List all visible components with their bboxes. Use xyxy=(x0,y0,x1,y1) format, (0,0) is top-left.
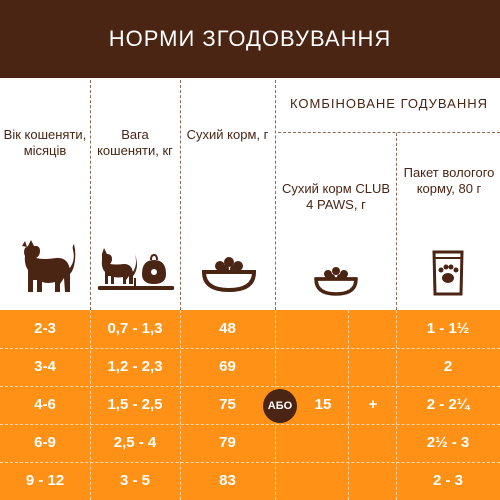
age-cell: 4-6 xyxy=(34,396,56,413)
age-cell: 3-4 xyxy=(34,358,56,375)
dry-food-cell: 79 xyxy=(219,434,236,451)
wet-food-cell: 2½ - 3 xyxy=(426,434,470,451)
combined-divider xyxy=(278,132,500,133)
cat-icon xyxy=(22,240,76,292)
wet-food-pouch-icon xyxy=(432,250,464,296)
wet-food-cell: 1 - 1½ xyxy=(426,320,470,337)
weight-cell: 1,5 - 2,5 xyxy=(107,396,163,413)
wet-food-cell: 2 - 2¼ xyxy=(426,396,470,413)
kitten-on-scale-icon xyxy=(98,248,174,290)
column-divider xyxy=(180,310,181,500)
dry-food-cell: 83 xyxy=(219,472,236,489)
dry-food-cell: 48 xyxy=(219,320,236,337)
dry-food-cell: 75 xyxy=(219,396,236,413)
header-bar: НОРМИ ЗГОДОВУВАННЯ xyxy=(0,0,500,78)
weight-cell: 1,2 - 2,3 xyxy=(107,358,163,375)
row-divider xyxy=(0,348,500,349)
column-divider xyxy=(396,310,397,500)
age-cell: 2-3 xyxy=(34,320,56,337)
club-dry-food-column-header: Сухий корм CLUB 4 PAWS, г xyxy=(281,181,391,212)
column-divider xyxy=(180,80,181,310)
table-body-area xyxy=(0,310,500,500)
row-divider xyxy=(0,424,500,425)
dry-food-cell: 69 xyxy=(219,358,236,375)
column-divider xyxy=(90,310,91,500)
or-badge: АБО xyxy=(263,389,297,423)
age-cell: 6-9 xyxy=(34,434,56,451)
column-divider xyxy=(275,80,276,310)
plus-sign: + xyxy=(368,396,378,413)
wet-food-column-header: Пакет вологого корму, 80 г xyxy=(403,165,495,196)
dry-food-column-header: Сухий корм, г xyxy=(186,127,269,142)
food-bowl-icon xyxy=(201,257,257,293)
column-divider xyxy=(348,310,349,500)
column-divider xyxy=(90,80,91,310)
weight-cell: 3 - 5 xyxy=(119,472,150,489)
wet-food-cell: 2 xyxy=(443,358,453,375)
column-divider xyxy=(396,133,397,310)
row-divider xyxy=(0,386,500,387)
club-dry-food-value: 15 xyxy=(314,396,332,413)
wet-food-cell: 2 - 3 xyxy=(432,472,463,489)
weight-cell: 0,7 - 1,3 xyxy=(107,320,163,337)
age-cell: 9 - 12 xyxy=(25,472,65,489)
combined-feeding-title: КОМБІНОВАНЕ ГОДУВАННЯ xyxy=(289,96,488,111)
food-bowl-icon xyxy=(314,267,358,296)
page-title: НОРМИ ЗГОДОВУВАННЯ xyxy=(108,26,392,51)
age-column-header: Вік кошеняти, місяців xyxy=(3,127,87,158)
row-divider xyxy=(0,462,500,463)
weight-cell: 2,5 - 4 xyxy=(113,434,157,451)
weight-column-header: Вага кошеняти, кг xyxy=(97,127,173,158)
